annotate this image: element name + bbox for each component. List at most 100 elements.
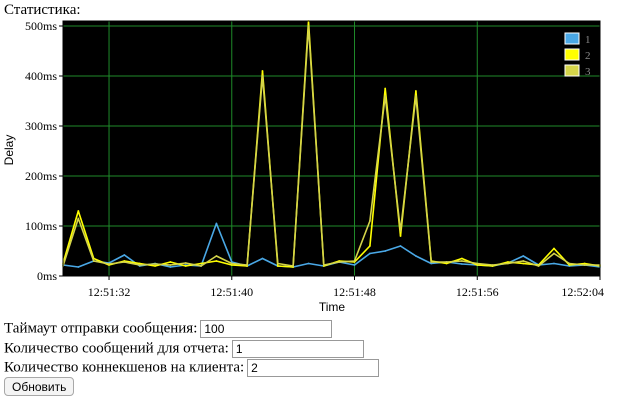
data-point-s3-30 (522, 260, 525, 262)
data-point-s3-28 (491, 264, 494, 266)
plot-frame (62, 20, 601, 277)
series-layer (62, 20, 601, 268)
messages-per-report-label: Количество сообщений для отчета: (4, 340, 229, 357)
data-point-s2-13 (261, 70, 264, 72)
x-tick-label: 12:51:56 (456, 285, 499, 299)
data-point-s1-7 (169, 266, 172, 268)
data-point-s3-26 (461, 260, 463, 262)
data-point-s3-20 (368, 220, 371, 222)
plot-background (63, 21, 600, 276)
data-point-s2-21 (384, 87, 387, 90)
data-point-s3-9 (200, 265, 202, 267)
data-point-s3-32 (553, 252, 555, 255)
legend-swatch-3 (564, 64, 580, 77)
data-point-s1-1 (77, 266, 80, 268)
data-point-s1-32 (553, 262, 555, 265)
data-point-s2-6 (154, 265, 156, 267)
data-point-s3-2 (92, 260, 95, 262)
data-point-s2-20 (368, 245, 371, 247)
data-point-s2-26 (461, 257, 463, 260)
data-point-s2-8 (184, 265, 187, 267)
y-tick-label: 200ms (25, 169, 57, 183)
data-point-s1-10 (215, 222, 218, 225)
data-point-s3-7 (169, 264, 172, 266)
data-point-s2-10 (215, 260, 218, 262)
legend-label-3: 3 (585, 66, 591, 78)
data-point-s3-25 (445, 261, 448, 263)
data-point-s3-14 (276, 262, 279, 265)
data-point-s2-9 (200, 262, 202, 265)
data-point-s3-11 (230, 262, 233, 265)
data-point-s3-27 (476, 262, 479, 265)
data-point-s2-33 (568, 264, 571, 266)
legend-swatch-2 (564, 48, 580, 61)
data-point-s1-20 (368, 252, 371, 255)
data-point-s2-14 (276, 265, 279, 267)
y-axis-title: Delay (2, 135, 16, 166)
data-point-s3-29 (507, 262, 509, 265)
legend-label-2: 2 (585, 50, 591, 62)
data-point-s3-8 (184, 262, 187, 264)
x-axis: 12:51:32 12:51:40 12:51:48 12:51:56 12:52:04 (88, 276, 604, 299)
data-point-s3-6 (154, 263, 156, 265)
data-point-s1-24 (430, 262, 433, 265)
statistics-heading: Статистика: (4, 2, 81, 18)
data-point-s3-12 (246, 264, 249, 266)
x-tick-label: 12:51:32 (88, 285, 131, 299)
messages-per-report-input[interactable] (231, 340, 364, 358)
data-point-s2-23 (414, 90, 417, 92)
data-point-s3-23 (414, 95, 417, 97)
data-point-s1-19 (353, 264, 356, 266)
data-point-s1-23 (414, 255, 417, 257)
data-point-s3-1 (77, 217, 80, 220)
data-point-s1-21 (384, 250, 387, 252)
legend-label-1: 1 (585, 34, 591, 46)
data-point-s3-17 (322, 264, 325, 266)
data-point-s1-13 (261, 257, 264, 260)
data-point-s3-34 (583, 264, 586, 266)
y-tick-label: 500ms (25, 19, 57, 33)
data-point-s2-11 (230, 264, 233, 266)
data-point-s1-26 (461, 263, 463, 265)
legend-swatch-1 (564, 32, 580, 45)
y-tick-label: 0ms (37, 269, 57, 283)
connections-per-client-input[interactable] (247, 359, 380, 377)
x-tick-label: 12:51:40 (210, 285, 253, 299)
data-point-s2-25 (445, 262, 448, 265)
data-point-s2-7 (169, 261, 172, 263)
data-point-s2-27 (476, 264, 479, 266)
refresh-button[interactable]: Обновить (4, 377, 75, 396)
data-point-s3-4 (123, 261, 126, 263)
data-point-s3-10 (215, 255, 218, 257)
data-point-s1-22 (399, 245, 402, 247)
data-point-s2-32 (553, 247, 555, 250)
data-point-s3-18 (338, 261, 341, 263)
x-axis-title: Time (319, 300, 346, 314)
timeout-input[interactable] (200, 320, 333, 338)
y-axis: 0ms 100ms 200ms 300ms 400ms 500ms (25, 19, 63, 283)
series-line-3 (62, 25, 600, 267)
data-point-s3-22 (399, 230, 402, 232)
x-tick-label: 12:51:48 (333, 285, 376, 299)
data-point-s2-1 (77, 210, 80, 212)
data-point-s3-21 (384, 95, 387, 97)
data-point-s3-16 (307, 25, 310, 27)
data-point-s3-3 (108, 263, 110, 265)
data-point-s2-34 (583, 262, 586, 265)
data-point-s3-15 (292, 265, 295, 267)
data-point-s1-16 (307, 262, 310, 265)
data-point-s1-4 (123, 254, 126, 256)
timeout-label: Таймаут отправки сообщения: (4, 320, 198, 337)
data-point-s2-29 (507, 261, 509, 263)
data-point-s2-22 (399, 235, 402, 237)
data-point-s3-13 (261, 75, 264, 77)
data-point-s3-19 (353, 260, 356, 262)
data-point-s3-31 (537, 265, 540, 267)
data-point-s2-5 (138, 262, 141, 265)
y-tick-label: 100ms (25, 219, 57, 233)
chart-legend: 1 2 3 (564, 32, 591, 78)
data-point-s3-33 (568, 262, 571, 265)
y-tick-label: 300ms (25, 119, 57, 133)
connections-per-client-label: Количество коннекшенов на клиента: (4, 359, 245, 376)
